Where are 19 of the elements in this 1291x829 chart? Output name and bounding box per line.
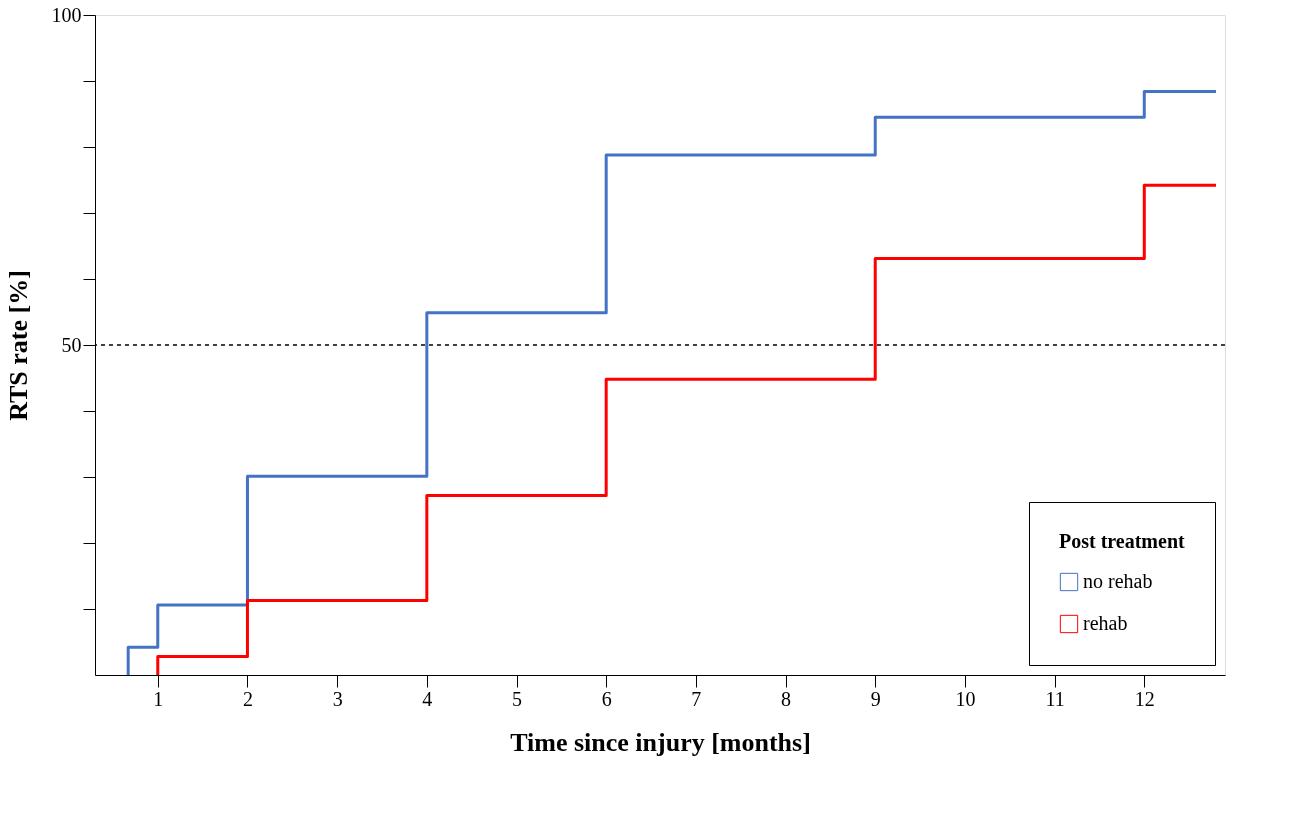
x-tick-label: 12 — [1134, 687, 1155, 710]
x-axis-title: Time since injury [months] — [510, 727, 811, 757]
x-tick-label: 10 — [955, 687, 976, 710]
x-tick-label: 9 — [870, 687, 881, 710]
x-tick-label: 8 — [781, 687, 792, 710]
y-tick-label: 100 — [51, 3, 82, 26]
legend-label: no rehab — [1083, 570, 1153, 592]
x-tick-label: 7 — [691, 687, 702, 710]
x-tick-label: 11 — [1045, 687, 1065, 710]
x-tick-label: 4 — [422, 687, 433, 710]
x-tick-label: 1 — [153, 687, 164, 710]
x-tick-label: 2 — [242, 687, 253, 710]
x-tick-label: 6 — [601, 687, 612, 710]
y-tick-label: 50 — [61, 333, 82, 356]
x-tick-label: 5 — [512, 687, 523, 710]
x-tick-label: 3 — [332, 687, 343, 710]
legend-label: rehab — [1083, 612, 1128, 634]
y-axis-title: RTS rate [%] — [3, 270, 33, 421]
legend-title: Post treatment — [1059, 530, 1186, 552]
